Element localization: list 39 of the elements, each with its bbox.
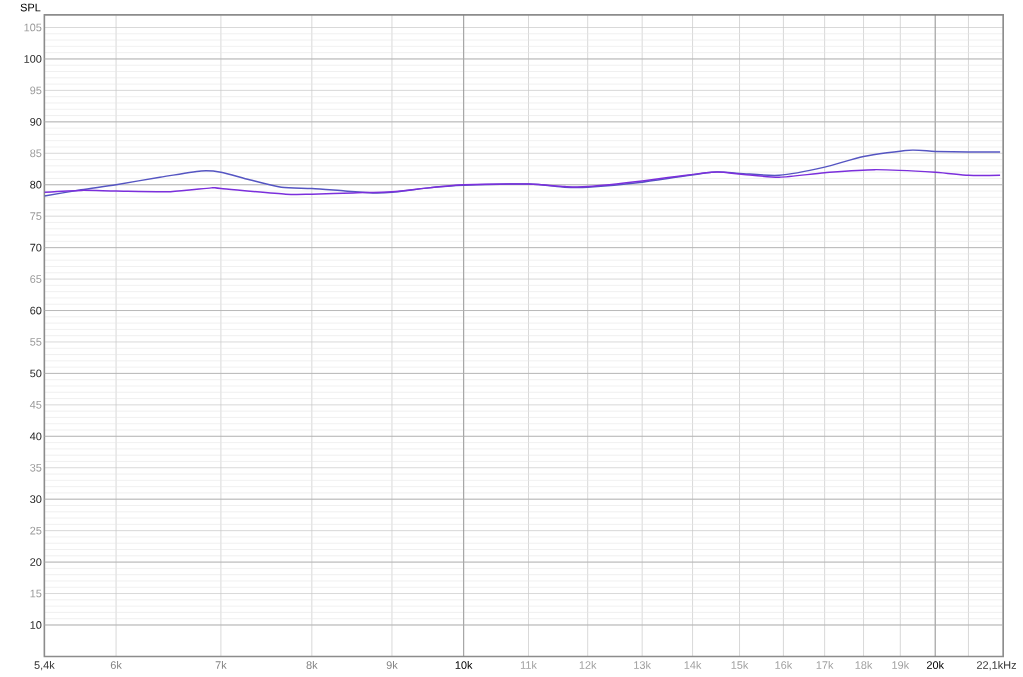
x-tick-label: 16k bbox=[775, 660, 793, 669]
y-tick-label: 55 bbox=[30, 338, 42, 346]
y-tick-label: 105 bbox=[24, 23, 42, 32]
x-tick-label: 18k bbox=[855, 660, 873, 669]
y-tick-label: 90 bbox=[30, 117, 42, 126]
y-tick-label: 85 bbox=[30, 149, 42, 157]
x-axis-title: Hz bbox=[1004, 661, 1017, 669]
x-tick-label: 22,1k bbox=[976, 660, 1004, 671]
y-tick-label: 50 bbox=[30, 369, 42, 378]
y-tick-label: 35 bbox=[30, 463, 42, 472]
y-tick-label: 95 bbox=[30, 86, 42, 95]
x-tick-label: 13k bbox=[634, 660, 651, 669]
y-tick-label: 75 bbox=[30, 212, 42, 220]
x-tick-label: 10k bbox=[455, 660, 473, 669]
x-tick-label: 9k bbox=[386, 660, 398, 669]
y-tick-label: 10 bbox=[30, 620, 42, 629]
x-tick-label: 8k bbox=[306, 660, 318, 669]
x-tick-label: 15k bbox=[731, 660, 749, 669]
y-tick-label: 80 bbox=[30, 180, 42, 189]
x-tick-label: 20k bbox=[926, 660, 945, 669]
x-tick-label: 11k bbox=[520, 660, 537, 669]
y-tick-label: 60 bbox=[30, 306, 42, 315]
y-axis-title: SPL bbox=[20, 3, 41, 12]
x-tick-label: 17k bbox=[816, 660, 834, 669]
y-tick-label: 40 bbox=[29, 432, 42, 441]
x-tick-label: 5,4k bbox=[34, 660, 55, 671]
x-tick-label: 7k bbox=[215, 660, 227, 669]
x-tick-label: 19k bbox=[892, 660, 910, 669]
y-tick-label: 20 bbox=[30, 558, 42, 566]
x-tick-label: 12k bbox=[579, 660, 597, 669]
y-tick-label: 15 bbox=[30, 589, 42, 598]
y-tick-label: 30 bbox=[30, 495, 42, 503]
y-tick-label: 100 bbox=[24, 54, 42, 63]
y-tick-label: 70 bbox=[30, 243, 42, 252]
y-tick-label: 25 bbox=[30, 526, 42, 535]
x-tick-label: 6k bbox=[110, 660, 122, 669]
y-tick-label: 45 bbox=[29, 400, 42, 409]
x-tick-label: 14k bbox=[684, 660, 702, 669]
y-tick-label: 65 bbox=[30, 275, 42, 283]
